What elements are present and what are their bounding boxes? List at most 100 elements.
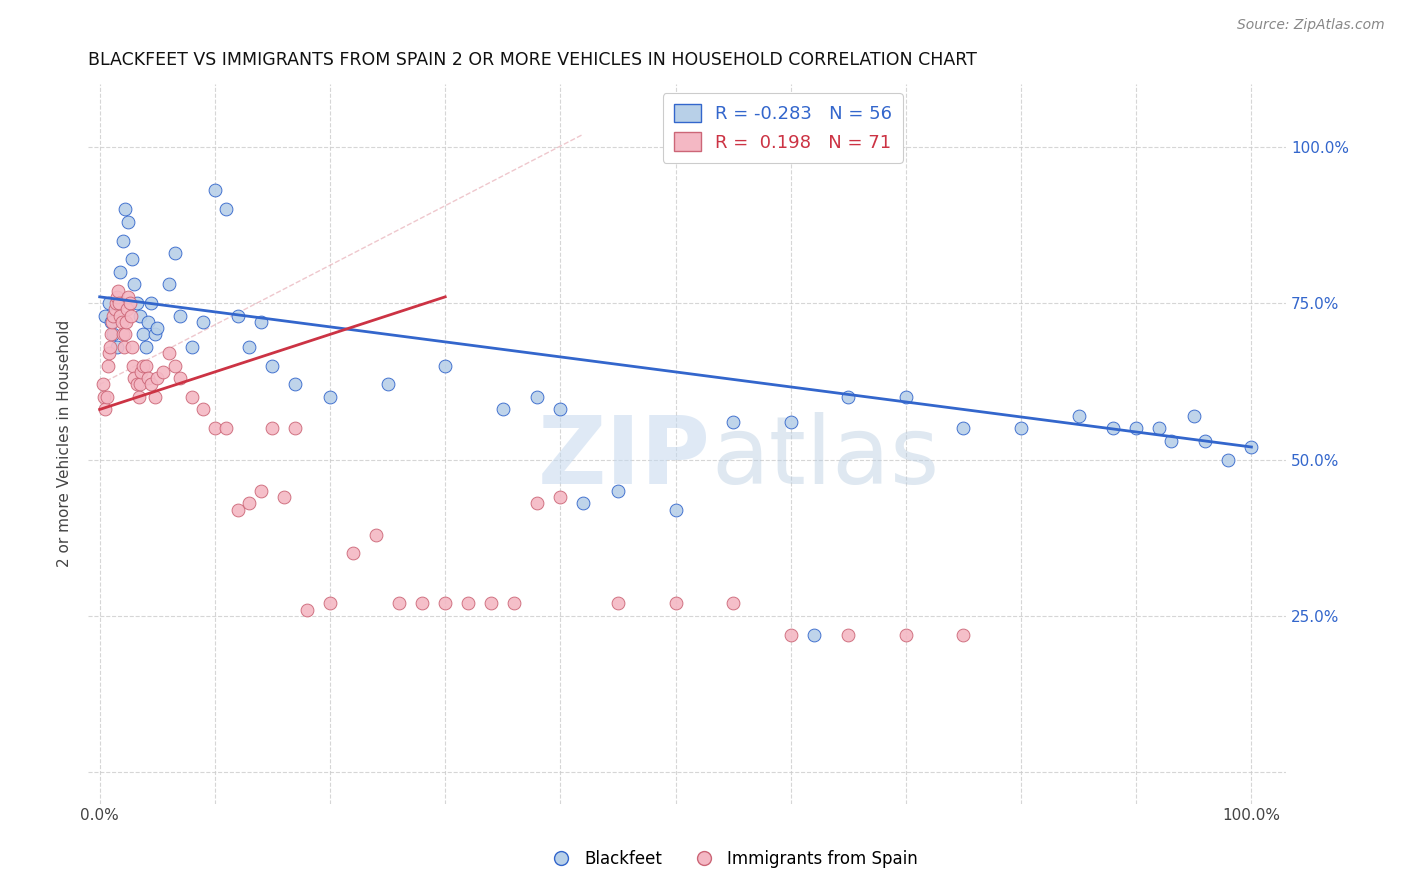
Legend: Blackfeet, Immigrants from Spain: Blackfeet, Immigrants from Spain bbox=[537, 844, 925, 875]
Point bbox=[129, 365, 152, 379]
Point bbox=[117, 290, 139, 304]
Legend: R = -0.283   N = 56, R =  0.198   N = 71: R = -0.283 N = 56, R = 0.198 N = 71 bbox=[662, 93, 903, 162]
Point bbox=[204, 184, 226, 198]
Point bbox=[215, 421, 238, 435]
Point bbox=[342, 546, 364, 560]
Point bbox=[284, 377, 307, 392]
Text: atlas: atlas bbox=[711, 412, 939, 504]
Point bbox=[108, 296, 131, 310]
Point bbox=[837, 390, 859, 404]
Point bbox=[122, 371, 145, 385]
Point bbox=[93, 390, 115, 404]
Point bbox=[803, 628, 825, 642]
Point bbox=[1010, 421, 1032, 435]
Point bbox=[157, 346, 180, 360]
Point bbox=[411, 596, 433, 610]
Point bbox=[115, 315, 138, 329]
Point bbox=[143, 390, 166, 404]
Point bbox=[94, 402, 117, 417]
Point bbox=[114, 327, 136, 342]
Point bbox=[169, 309, 191, 323]
Point bbox=[550, 490, 572, 504]
Point bbox=[97, 296, 120, 310]
Point bbox=[952, 628, 974, 642]
Point bbox=[1240, 440, 1263, 454]
Point bbox=[136, 315, 159, 329]
Point bbox=[104, 296, 127, 310]
Point bbox=[1160, 434, 1182, 448]
Point bbox=[100, 315, 122, 329]
Point bbox=[91, 377, 114, 392]
Point bbox=[146, 321, 169, 335]
Point bbox=[894, 628, 917, 642]
Point bbox=[96, 390, 118, 404]
Point bbox=[295, 602, 318, 616]
Point bbox=[250, 483, 273, 498]
Point bbox=[101, 315, 124, 329]
Point bbox=[117, 302, 139, 317]
Point bbox=[1182, 409, 1205, 423]
Point bbox=[215, 202, 238, 217]
Point bbox=[104, 302, 127, 317]
Point bbox=[526, 390, 548, 404]
Point bbox=[894, 390, 917, 404]
Point bbox=[664, 596, 686, 610]
Point bbox=[238, 340, 260, 354]
Point bbox=[1125, 421, 1147, 435]
Point bbox=[262, 359, 284, 373]
Point bbox=[118, 296, 141, 310]
Point bbox=[94, 309, 117, 323]
Point bbox=[180, 340, 202, 354]
Point bbox=[550, 402, 572, 417]
Point bbox=[129, 309, 152, 323]
Text: ZIP: ZIP bbox=[538, 412, 711, 504]
Point bbox=[163, 246, 186, 260]
Point bbox=[1067, 409, 1090, 423]
Point bbox=[284, 421, 307, 435]
Point bbox=[98, 340, 121, 354]
Point bbox=[434, 596, 457, 610]
Point bbox=[238, 496, 260, 510]
Point bbox=[319, 596, 342, 610]
Point bbox=[163, 359, 186, 373]
Point bbox=[273, 490, 295, 504]
Point bbox=[103, 309, 125, 323]
Point bbox=[319, 390, 342, 404]
Point bbox=[779, 628, 801, 642]
Point bbox=[837, 628, 859, 642]
Point bbox=[479, 596, 502, 610]
Point bbox=[180, 390, 202, 404]
Point bbox=[103, 327, 125, 342]
Point bbox=[132, 327, 155, 342]
Point bbox=[169, 371, 191, 385]
Point bbox=[120, 309, 142, 323]
Point bbox=[110, 265, 132, 279]
Point bbox=[111, 327, 134, 342]
Point bbox=[121, 252, 143, 267]
Point bbox=[204, 421, 226, 435]
Point bbox=[250, 315, 273, 329]
Point bbox=[1102, 421, 1125, 435]
Point bbox=[125, 296, 148, 310]
Point bbox=[125, 377, 148, 392]
Point bbox=[952, 421, 974, 435]
Point bbox=[97, 359, 120, 373]
Text: Source: ZipAtlas.com: Source: ZipAtlas.com bbox=[1237, 18, 1385, 31]
Point bbox=[779, 415, 801, 429]
Point bbox=[110, 315, 132, 329]
Point bbox=[129, 377, 152, 392]
Point bbox=[526, 496, 548, 510]
Point bbox=[128, 390, 150, 404]
Point bbox=[122, 277, 145, 292]
Point bbox=[135, 340, 157, 354]
Point bbox=[434, 359, 457, 373]
Point bbox=[226, 309, 249, 323]
Point bbox=[135, 359, 157, 373]
Point bbox=[146, 371, 169, 385]
Point bbox=[136, 371, 159, 385]
Point bbox=[721, 596, 744, 610]
Point bbox=[607, 483, 630, 498]
Point bbox=[107, 284, 129, 298]
Point bbox=[132, 359, 155, 373]
Point bbox=[105, 340, 128, 354]
